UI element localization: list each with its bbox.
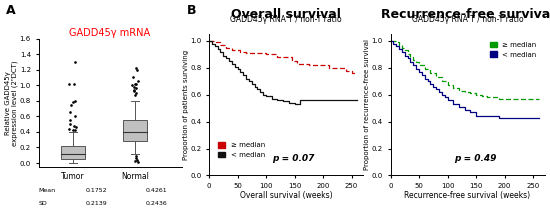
- Text: B: B: [187, 4, 196, 17]
- Text: p = 0.07: p = 0.07: [272, 154, 315, 163]
- Y-axis label: Relative GADD45γ
expression level (2ⁿDCT): Relative GADD45γ expression level (2ⁿDCT…: [5, 60, 18, 146]
- Text: 0.1752: 0.1752: [85, 188, 107, 193]
- FancyBboxPatch shape: [61, 146, 85, 159]
- Title: Overall survival: Overall survival: [231, 7, 341, 21]
- Text: GADD45γ RNA T / non-T ratio: GADD45γ RNA T / non-T ratio: [412, 15, 523, 24]
- Legend: ≥ median, < median: ≥ median, < median: [487, 39, 540, 60]
- Text: A: A: [6, 4, 15, 17]
- FancyBboxPatch shape: [123, 120, 147, 141]
- Legend: ≥ median, < median: ≥ median, < median: [216, 140, 268, 161]
- Text: 0.4261: 0.4261: [146, 188, 168, 193]
- Text: SD: SD: [39, 201, 47, 206]
- Title: Recurrence-free survival: Recurrence-free survival: [381, 7, 550, 21]
- Y-axis label: Proportion of recurrence-free survival: Proportion of recurrence-free survival: [364, 39, 370, 170]
- Y-axis label: Proportion of patients surviving: Proportion of patients surviving: [183, 50, 189, 160]
- Text: GADD45γ RNA T / non-T ratio: GADD45γ RNA T / non-T ratio: [230, 15, 342, 24]
- X-axis label: Overall survival (weeks): Overall survival (weeks): [240, 190, 332, 199]
- Text: Mean: Mean: [39, 188, 56, 193]
- Text: 0.2436: 0.2436: [146, 201, 168, 206]
- X-axis label: Recurrence-free survival (weeks): Recurrence-free survival (weeks): [404, 190, 531, 199]
- Text: 0.2139: 0.2139: [85, 201, 107, 206]
- Title: GADD45γ mRNA: GADD45γ mRNA: [69, 28, 151, 38]
- Text: p = 0.49: p = 0.49: [454, 154, 497, 163]
